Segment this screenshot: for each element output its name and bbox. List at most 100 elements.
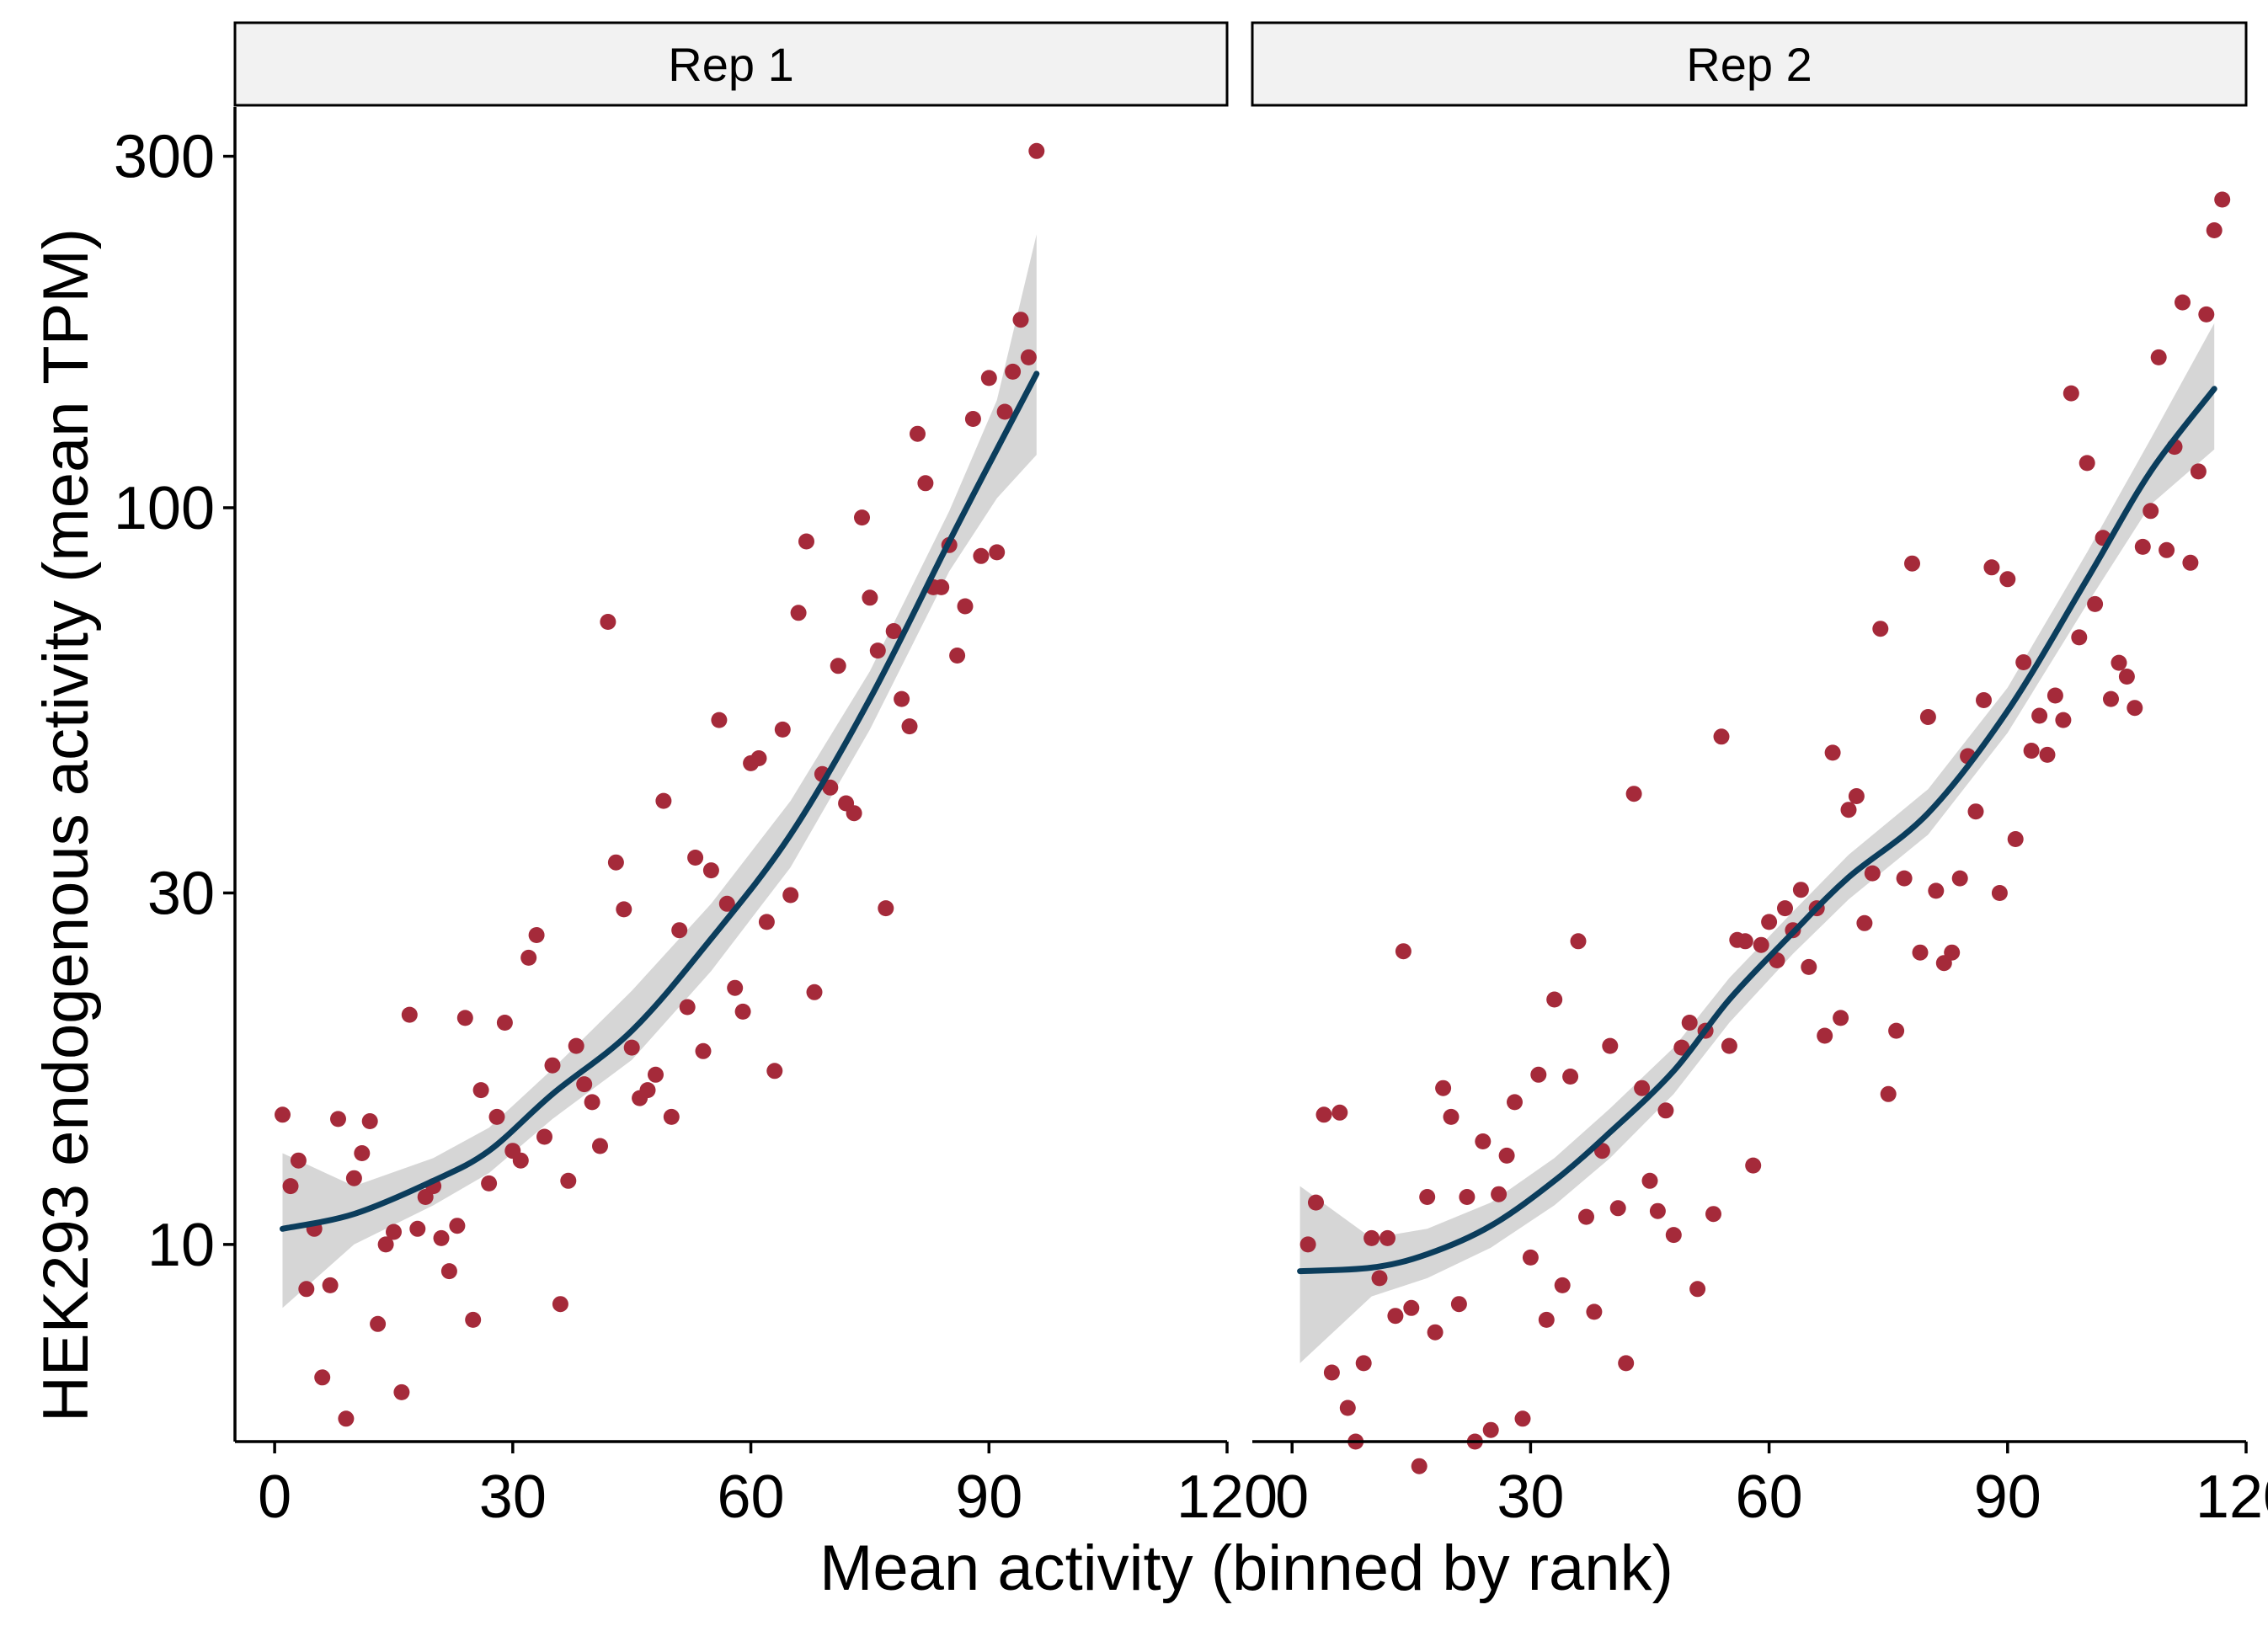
data-point-rep-1-89 [980, 370, 997, 387]
data-point-rep-2-71 [1864, 865, 1881, 882]
data-point-rep-2-7 [1355, 1355, 1372, 1372]
data-point-rep-1-31 [520, 949, 537, 966]
data-point-rep-2-60 [1777, 900, 1793, 917]
data-point-rep-1-16 [401, 1006, 418, 1023]
data-point-rep-1-69 [822, 779, 839, 796]
data-point-rep-2-68 [1840, 802, 1857, 818]
data-point-rep-2-20 [1459, 1189, 1476, 1205]
data-point-rep-2-19 [1450, 1296, 1467, 1313]
data-point-rep-1-56 [718, 895, 735, 912]
facet-strip-rep-1 [233, 21, 1229, 107]
data-point-rep-2-94 [2047, 687, 2063, 704]
data-point-rep-2-95 [2055, 712, 2072, 728]
facet-strip-label-rep-1: Rep 1 [668, 38, 793, 91]
data-point-rep-2-43 [1641, 1172, 1658, 1189]
data-point-rep-1-3 [298, 1281, 315, 1298]
data-point-rep-1-21 [440, 1263, 457, 1280]
data-point-rep-1-40 [592, 1138, 608, 1154]
data-point-rep-1-58 [734, 1003, 751, 1020]
data-point-rep-2-51 [1705, 1206, 1721, 1223]
axes-rep-1: 0 30 60 90 120 [233, 107, 1278, 1531]
confidence-band-rep-1 [282, 234, 1037, 1309]
data-point-rep-2-31 [1546, 991, 1563, 1008]
x-axis-title: Mean activity (binned by rank) [819, 1533, 1673, 1604]
data-point-rep-2-77 [1912, 944, 1929, 961]
data-point-rep-2-13 [1403, 1299, 1420, 1316]
data-point-rep-2-111 [2182, 554, 2199, 571]
y-tick-label-100: 100 [114, 475, 215, 542]
data-point-rep-2-86 [1983, 559, 2000, 576]
points-rep-1 [275, 142, 1045, 1427]
data-point-rep-1-54 [702, 862, 719, 879]
data-point-rep-1-27 [488, 1108, 505, 1125]
data-point-rep-2-8 [1363, 1229, 1380, 1246]
facet-strip-rep-2 [1251, 21, 2248, 107]
data-point-rep-2-42 [1634, 1080, 1651, 1096]
data-point-rep-1-48 [655, 792, 672, 809]
data-point-rep-2-97 [2071, 629, 2088, 646]
data-point-rep-1-77 [885, 623, 902, 639]
data-point-rep-2-102 [2111, 654, 2127, 671]
data-point-rep-1-75 [869, 642, 886, 659]
data-point-rep-2-40 [1618, 1355, 1635, 1372]
data-point-rep-1-47 [648, 1066, 664, 1083]
data-point-rep-1-8 [338, 1410, 355, 1427]
data-point-rep-1-43 [616, 901, 632, 918]
data-point-rep-2-48 [1681, 1015, 1698, 1031]
data-point-rep-1-61 [758, 914, 775, 930]
data-point-rep-2-12 [1395, 943, 1411, 960]
x-tick-label-rep-1-90: 90 [955, 1463, 1022, 1531]
data-point-rep-1-93 [1012, 312, 1029, 328]
data-point-rep-2-93 [2039, 746, 2056, 763]
data-point-rep-1-32 [528, 927, 545, 943]
data-point-rep-2-85 [1976, 692, 1992, 708]
y-axis-title: HEK293 endogenous activity (mean TPM) [30, 228, 102, 1422]
data-point-rep-2-4 [1331, 1104, 1348, 1121]
data-point-rep-1-39 [584, 1094, 600, 1111]
x-tick-label-rep-2-0: 0 [1275, 1463, 1309, 1531]
data-point-rep-2-52 [1713, 728, 1730, 745]
data-point-rep-2-2 [1315, 1106, 1332, 1123]
y-tick-label-30: 30 [147, 860, 215, 927]
data-point-rep-2-56 [1745, 1157, 1762, 1174]
data-point-rep-1-12 [370, 1315, 387, 1332]
data-point-rep-1-72 [846, 805, 862, 822]
data-point-rep-2-115 [2214, 191, 2231, 208]
data-point-rep-2-47 [1673, 1039, 1690, 1056]
data-point-rep-1-14 [386, 1223, 402, 1240]
data-point-rep-1-78 [894, 690, 910, 707]
data-point-rep-2-39 [1609, 1200, 1626, 1217]
data-point-rep-2-27 [1514, 1410, 1531, 1427]
data-point-rep-2-45 [1657, 1102, 1674, 1119]
data-point-rep-2-89 [2007, 831, 2024, 847]
data-point-rep-2-101 [2103, 690, 2119, 707]
trend-line-rep-1 [280, 371, 1040, 1232]
data-point-rep-2-3 [1323, 1364, 1340, 1381]
points-rep-2 [1299, 191, 2231, 1474]
data-point-rep-1-85 [949, 648, 966, 664]
data-point-rep-2-98 [2079, 455, 2095, 472]
data-point-rep-1-5 [314, 1369, 331, 1386]
panel-rep-2: Rep 2 0 30 60 90 120 [1251, 21, 2268, 1531]
data-point-rep-2-0 [1299, 1236, 1316, 1253]
data-point-rep-1-80 [910, 425, 926, 442]
data-point-rep-1-95 [1028, 142, 1045, 159]
trend-curve-rep-2 [1297, 386, 2217, 1275]
data-point-rep-2-63 [1801, 958, 1817, 975]
x-tick-label-rep-1-30: 30 [479, 1463, 547, 1531]
data-point-rep-1-22 [449, 1218, 466, 1234]
data-point-rep-1-62 [766, 1063, 783, 1080]
y-tick-label-10: 10 [147, 1212, 215, 1279]
data-point-rep-1-26 [481, 1175, 498, 1192]
data-point-rep-2-73 [1880, 1085, 1897, 1102]
data-point-rep-2-99 [2087, 595, 2104, 612]
data-point-rep-1-87 [964, 411, 981, 427]
data-point-rep-2-62 [1792, 882, 1809, 898]
data-point-rep-1-63 [774, 721, 791, 738]
data-point-rep-2-65 [1817, 1027, 1833, 1044]
data-point-rep-2-46 [1665, 1227, 1682, 1244]
trend-line-rep-2 [1297, 386, 2217, 1275]
data-point-rep-1-17 [409, 1220, 426, 1237]
data-point-rep-2-79 [1928, 882, 1945, 899]
data-point-rep-2-104 [2127, 700, 2143, 717]
